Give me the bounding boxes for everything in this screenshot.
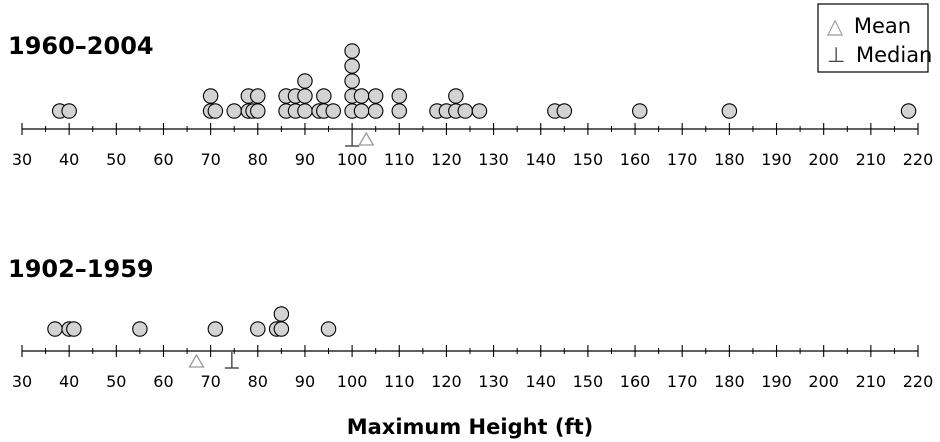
dots-1960-2004: [51, 43, 917, 119]
tick-label: 40: [59, 372, 79, 391]
data-point: [556, 103, 573, 119]
mean-marker: [358, 131, 375, 146]
tick-label: 150: [573, 150, 604, 169]
tick-label: 170: [667, 150, 698, 169]
tick-label: 50: [106, 150, 126, 169]
tick-label: 60: [153, 372, 173, 391]
tick-label: 60: [153, 150, 173, 169]
data-point: [344, 73, 360, 89]
data-point: [47, 321, 63, 337]
tick-label: 70: [200, 372, 220, 391]
data-point: [297, 88, 313, 104]
data-point: [250, 103, 266, 119]
tick-label: 170: [667, 372, 698, 391]
tick-label: 70: [200, 150, 220, 169]
tick-label: 90: [295, 372, 315, 391]
data-point: [273, 306, 290, 322]
data-point: [207, 321, 224, 337]
data-point: [353, 88, 370, 104]
tick-label: 210: [856, 150, 887, 169]
data-point: [273, 321, 290, 337]
panel-title-1960-2004: 1960–2004: [8, 32, 154, 60]
data-point: [391, 103, 408, 119]
tick-label: 100: [337, 372, 368, 391]
panel-title-1902-1959: 1902–1959: [8, 255, 154, 283]
data-point: [66, 321, 82, 337]
data-point: [297, 103, 313, 119]
tick-label: 120: [431, 372, 462, 391]
mean-legend-icon: △: [827, 14, 844, 38]
median-legend-icon: ⊥: [827, 43, 845, 67]
tick-label: 130: [478, 150, 509, 169]
x-axis-bottom: 30 40 50 60 70 80 90 100 110 120 130 140 150 160 170 18…: [12, 345, 933, 391]
tick-label: 160: [620, 150, 651, 169]
data-point: [226, 103, 242, 119]
tick-label: 50: [106, 372, 126, 391]
tick-label: 110: [384, 372, 415, 391]
data-point: [721, 103, 738, 119]
data-point: [250, 321, 266, 337]
tick-label: 210: [856, 372, 887, 391]
data-point: [202, 88, 219, 104]
median-legend-label: Median: [856, 43, 932, 67]
tick-label: 90: [295, 150, 315, 169]
tick-label: 110: [384, 150, 415, 169]
tick-label: 80: [248, 150, 268, 169]
data-point: [297, 73, 313, 89]
tick-label: 200: [808, 372, 839, 391]
legend-box: [817, 3, 929, 73]
data-point: [325, 103, 341, 119]
data-point: [344, 43, 360, 59]
data-point: [391, 88, 408, 104]
panel-1902-1959: 1902–1959 30 40 50 60 70 80 90 100 110 120 130 140 1…: [8, 255, 933, 391]
mean-marker: [188, 353, 205, 368]
tick-label: 160: [620, 372, 651, 391]
tick-label: 140: [525, 372, 556, 391]
data-point: [132, 321, 148, 337]
tick-label: 190: [761, 372, 792, 391]
stats-1902-1959: [188, 352, 239, 369]
x-axis-title: Maximum Height (ft): [347, 415, 594, 439]
tick-label: 220: [903, 150, 934, 169]
svg-text:⊥ Median: ⊥ Median: [827, 43, 932, 67]
data-point: [900, 103, 917, 119]
panel-1960-2004: 1960–2004 30 40 50 60 70 80 90 100 110 120 130 140 1…: [8, 32, 933, 169]
svg-text:△ Mean: △ Mean: [827, 14, 911, 38]
data-point: [61, 103, 77, 119]
tick-label: 200: [808, 150, 839, 169]
data-point: [457, 103, 474, 119]
data-point: [320, 321, 337, 337]
tick-label: 120: [431, 150, 462, 169]
tick-label: 100: [337, 150, 368, 169]
tick-label: 30: [12, 150, 32, 169]
data-point: [316, 88, 332, 104]
x-axis-top: 30 40 50 60 70 80 90 100 110 120 130 140 150 160 170 18…: [12, 123, 933, 169]
tick-label: 40: [59, 150, 79, 169]
data-point: [367, 103, 384, 119]
tick-label: 140: [525, 150, 556, 169]
data-point: [632, 103, 648, 119]
stats-1960-2004: [345, 130, 375, 147]
tick-label: 30: [12, 372, 32, 391]
dots-1902-1959: [47, 306, 337, 337]
tick-label: 220: [903, 372, 934, 391]
data-point: [471, 103, 488, 119]
mean-legend-label: Mean: [854, 14, 911, 38]
data-point: [250, 88, 266, 104]
tick-label: 180: [714, 372, 745, 391]
data-point: [367, 88, 384, 104]
data-point: [353, 103, 370, 119]
tick-label: 130: [478, 372, 509, 391]
data-point: [448, 88, 464, 104]
tick-label: 190: [761, 150, 792, 169]
data-point: [344, 58, 360, 74]
legend: △ Mean ⊥ Median: [817, 3, 932, 73]
data-point: [207, 103, 224, 119]
tick-label: 180: [714, 150, 745, 169]
tick-label: 150: [573, 372, 604, 391]
tick-label: 80: [248, 372, 268, 391]
